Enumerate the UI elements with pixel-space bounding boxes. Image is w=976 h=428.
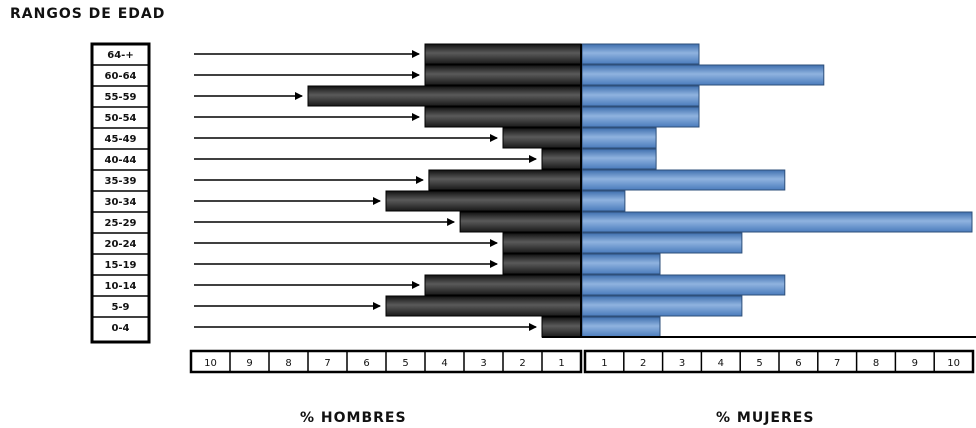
- bar-women: [581, 169, 786, 191]
- bar-women: [581, 127, 657, 149]
- x-axis-label-men: % HOMBRES: [300, 410, 407, 426]
- x-axis: 10 9 8 7 6 5 4 3 2 1 1 2 3 4 5 6 7 8 9 10: [189, 44, 976, 374]
- bar-women: [581, 190, 626, 212]
- age-range-label: 64-+: [107, 50, 133, 61]
- population-pyramid-chart: 64-+60-6455-5950-5445-4940-4435-3930-342…: [90, 42, 976, 374]
- bar-women: [581, 232, 743, 254]
- bar-men: [502, 253, 582, 275]
- age-range-label: 10-14: [105, 281, 137, 292]
- age-range-label: 25-29: [105, 218, 137, 229]
- bar-women: [581, 295, 743, 317]
- bar-women: [581, 211, 973, 233]
- bar-women: [581, 85, 700, 107]
- tick-label: 10: [947, 358, 960, 369]
- tick-label: 4: [718, 358, 724, 369]
- bar-men: [424, 64, 582, 86]
- bar-men: [385, 295, 582, 317]
- age-range-label: 40-44: [105, 155, 137, 166]
- age-range-label: 60-64: [105, 71, 137, 82]
- bar-men: [459, 211, 582, 233]
- age-range-box: 64-+ 60-64 55-59 50-54 45-49 40-44 35-39 30-34 2…: [90, 42, 151, 344]
- tick-label: 1: [601, 358, 607, 369]
- tick-label: 4: [441, 358, 447, 369]
- x-axis-label-women: % MUJERES: [716, 410, 815, 426]
- tick-label: 2: [640, 358, 646, 369]
- tick-label: 6: [363, 358, 369, 369]
- tick-label: 9: [912, 358, 918, 369]
- bar-women: [581, 253, 661, 275]
- tick-label: 7: [834, 358, 840, 369]
- bar-men: [502, 232, 582, 254]
- chart-title: RANGOS DE EDAD: [10, 6, 166, 22]
- tick-label: 1: [558, 358, 564, 369]
- tick-label: 3: [679, 358, 685, 369]
- tick-label: 3: [480, 358, 486, 369]
- bar-men: [428, 169, 582, 191]
- tick-label: 5: [756, 358, 762, 369]
- tick-label: 6: [795, 358, 801, 369]
- age-range-label: 20-24: [105, 239, 137, 250]
- age-box-frame: [90, 42, 151, 344]
- age-range-label: 30-34: [105, 197, 137, 208]
- age-range-label: 0-4: [111, 323, 129, 334]
- bar-men: [307, 85, 582, 107]
- tick-label: 2: [519, 358, 525, 369]
- age-range-label: 50-54: [105, 113, 137, 124]
- bar-women: [581, 64, 825, 86]
- tick-label: 8: [285, 358, 291, 369]
- tick-label: 9: [246, 358, 252, 369]
- bar-women: [581, 316, 661, 338]
- bar-women: [581, 106, 700, 128]
- bars-layer: [307, 43, 973, 338]
- bar-men: [502, 127, 582, 149]
- bar-men: [424, 106, 582, 128]
- age-range-label: 15-19: [105, 260, 137, 271]
- bar-men: [541, 316, 582, 338]
- age-range-label: 5-9: [111, 302, 129, 313]
- bar-men: [385, 190, 582, 212]
- bar-men: [541, 148, 582, 170]
- bar-men: [424, 274, 582, 296]
- tick-label: 7: [324, 358, 330, 369]
- arrows-layer: [194, 50, 537, 331]
- bar-women: [581, 148, 657, 170]
- bar-women: [581, 274, 786, 296]
- bar-men: [424, 43, 582, 65]
- age-range-label: 55-59: [105, 92, 137, 103]
- tick-label: 8: [873, 358, 879, 369]
- age-range-label: 45-49: [105, 134, 137, 145]
- tick-label: 10: [204, 358, 217, 369]
- bar-women: [581, 43, 700, 65]
- age-range-label: 35-39: [105, 176, 137, 187]
- tick-label: 5: [402, 358, 408, 369]
